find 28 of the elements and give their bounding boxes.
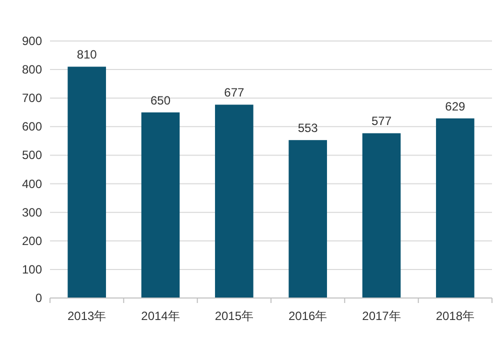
y-tick-label: 800	[22, 62, 42, 77]
y-tick-label: 300	[22, 205, 42, 220]
y-tick-label: 900	[22, 34, 42, 48]
bar	[68, 66, 106, 298]
y-tick-label: 0	[35, 291, 42, 305]
bar	[215, 104, 254, 298]
y-tick-label: 500	[22, 148, 42, 162]
x-tick-label: 2017年	[362, 309, 401, 323]
y-tick-label: 600	[22, 120, 42, 134]
x-tick-label: 2016年	[288, 309, 328, 323]
bar	[436, 118, 474, 298]
data-label: 629	[445, 99, 466, 114]
bar	[288, 140, 327, 298]
bar	[362, 133, 401, 298]
data-label: 650	[150, 93, 171, 108]
data-label: 553	[298, 121, 318, 136]
y-tick-label: 200	[22, 234, 42, 248]
bar	[141, 112, 180, 298]
x-tick-label: 2014年	[141, 309, 180, 323]
x-tick-label: 2018年	[436, 309, 475, 323]
x-tick-label: 2015年	[214, 309, 254, 323]
data-label: 810	[76, 48, 98, 62]
data-label: 577	[371, 114, 392, 128]
data-label: 677	[224, 86, 244, 100]
y-tick-label: 400	[22, 176, 42, 191]
y-tick-label: 700	[22, 91, 42, 106]
y-tick-label: 100	[22, 262, 42, 276]
x-tick-label: 2013年	[67, 309, 106, 323]
